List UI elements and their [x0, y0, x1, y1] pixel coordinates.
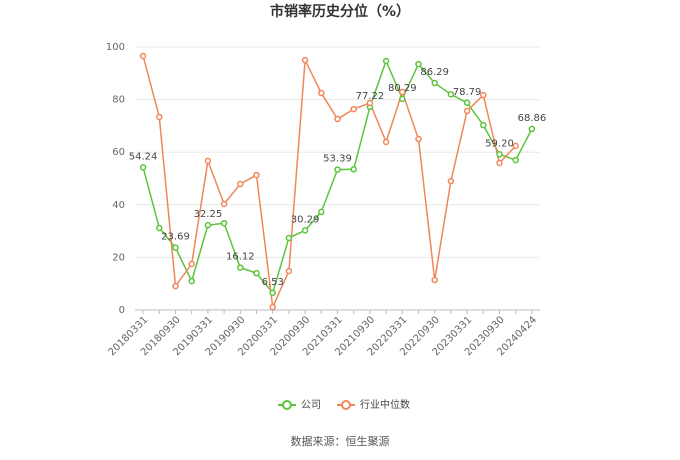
series-line: [142, 55, 517, 310]
y-tick-label: 20: [112, 252, 125, 263]
data-label: 80.29: [388, 83, 417, 94]
data-point: [415, 135, 422, 143]
y-tick-label: 0: [119, 305, 125, 316]
data-point: [172, 282, 179, 290]
data-point: [512, 156, 519, 164]
data-point: [318, 89, 325, 97]
data-point: [480, 121, 487, 129]
data-point: [139, 164, 147, 171]
data-point: [188, 260, 195, 268]
data-point: [156, 224, 163, 232]
data-point: [528, 125, 536, 133]
data-point: [237, 264, 244, 271]
data-point: [285, 234, 293, 242]
data-point: [431, 79, 438, 87]
data-point: [512, 142, 519, 150]
y-tick-label: 80: [112, 95, 125, 106]
data-point: [156, 113, 163, 121]
data-point: [447, 91, 455, 98]
data-point: [204, 157, 212, 165]
data-point: [285, 267, 293, 275]
chart-title: 市销率历史分位（%）: [270, 3, 410, 20]
data-point: [480, 91, 487, 99]
data-point: [188, 277, 195, 285]
data-point: [269, 289, 276, 297]
data-point: [237, 180, 244, 188]
data-point: [496, 159, 503, 167]
y-tick-label: 60: [112, 147, 125, 158]
data-point: [269, 303, 276, 311]
data-point: [463, 107, 471, 115]
legend-label: 行业中位数: [360, 398, 410, 411]
data-point: [382, 57, 390, 65]
data-point: [350, 166, 357, 173]
data-point: [318, 208, 325, 216]
data-point: [382, 138, 390, 146]
data-point: [139, 52, 147, 60]
data-label: 78.79: [453, 87, 482, 98]
data-point: [301, 56, 309, 64]
data-point: [220, 219, 228, 227]
data-point: [463, 99, 471, 107]
data-label: 53.39: [323, 154, 352, 165]
data-point: [253, 269, 260, 277]
y-tick-label: 100: [106, 42, 125, 53]
data-label: 32.25: [194, 209, 223, 220]
data-point: [399, 95, 406, 103]
legend-label: 公司: [301, 400, 321, 411]
legend-marker: [282, 400, 292, 410]
legend-marker: [341, 400, 351, 410]
y-tick-label: 40: [112, 200, 125, 211]
data-label: 16.12: [226, 252, 255, 263]
data-point: [220, 200, 228, 208]
data-label: 59.20: [485, 138, 514, 149]
data-point: [334, 115, 341, 123]
data-point: [253, 171, 260, 179]
data-point: [204, 221, 212, 229]
data-point: [172, 244, 179, 251]
data-point: [496, 151, 503, 158]
data-label: 86.29: [420, 67, 449, 78]
data-point: [431, 276, 438, 284]
data-label: 77.22: [356, 91, 385, 102]
data-label: 54.24: [129, 151, 158, 162]
data-point: [366, 99, 374, 107]
source-note: 数据来源：恒生聚源: [291, 434, 390, 448]
data-point: [350, 105, 357, 113]
data-point: [415, 60, 422, 68]
data-point: [447, 177, 455, 185]
data-point: [399, 88, 406, 96]
data-label: 23.69: [161, 232, 190, 243]
data-label: 30.29: [291, 214, 320, 225]
data-label: 68.86: [518, 113, 547, 124]
data-point: [334, 166, 341, 173]
data-label: 6.53: [262, 277, 284, 288]
data-point: [301, 227, 309, 234]
